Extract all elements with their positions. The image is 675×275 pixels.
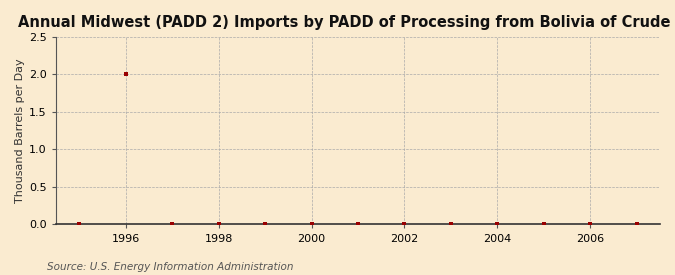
Point bbox=[446, 222, 456, 227]
Title: Annual Midwest (PADD 2) Imports by PADD of Processing from Bolivia of Crude Oil: Annual Midwest (PADD 2) Imports by PADD … bbox=[18, 15, 675, 30]
Point bbox=[120, 72, 131, 76]
Point bbox=[631, 222, 642, 227]
Point bbox=[167, 222, 178, 227]
Point bbox=[213, 222, 224, 227]
Point bbox=[260, 222, 271, 227]
Point bbox=[260, 222, 271, 227]
Point bbox=[539, 222, 549, 227]
Point bbox=[399, 222, 410, 227]
Point bbox=[539, 222, 549, 227]
Point bbox=[306, 222, 317, 227]
Point bbox=[167, 222, 178, 227]
Point bbox=[492, 222, 503, 227]
Point bbox=[27, 222, 38, 227]
Point bbox=[585, 222, 596, 227]
Text: Source: U.S. Energy Information Administration: Source: U.S. Energy Information Administ… bbox=[47, 262, 294, 272]
Point bbox=[352, 222, 363, 227]
Point bbox=[352, 222, 363, 227]
Point bbox=[446, 222, 456, 227]
Point bbox=[74, 222, 84, 227]
Y-axis label: Thousand Barrels per Day: Thousand Barrels per Day bbox=[15, 58, 25, 203]
